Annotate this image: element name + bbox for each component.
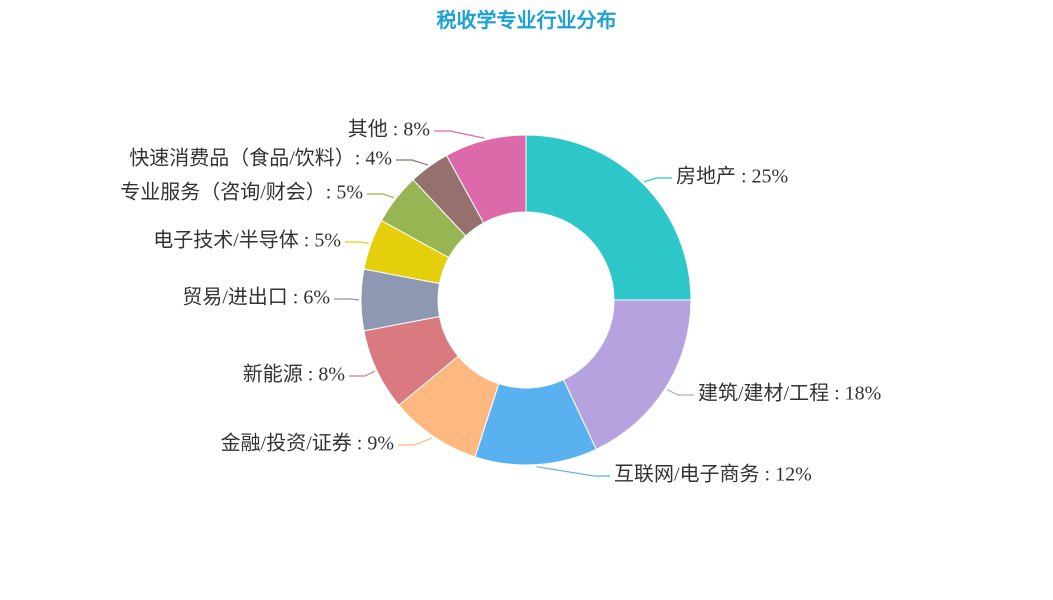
donut-slice[interactable] <box>525 134 692 301</box>
chart-title: 税收学专业行业分布 <box>436 8 617 32</box>
donut-slice[interactable] <box>562 299 692 450</box>
slice-label: 贸易/进出口 : 6% <box>182 286 330 309</box>
slice-label: 专业服务（咨询/财会）: 5% <box>120 181 363 204</box>
leader-line <box>396 159 429 166</box>
leader-line <box>666 388 694 396</box>
leader-line <box>643 177 672 183</box>
slice-label: 房地产 : 25% <box>676 165 788 188</box>
leader-line <box>345 241 369 245</box>
slice-label: 其他 : 8% <box>348 118 430 141</box>
leader-line <box>367 193 395 199</box>
leader-line <box>536 466 610 477</box>
slice-label: 互联网/电子商务 : 12% <box>614 463 812 486</box>
donut-slice[interactable] <box>445 134 527 224</box>
slice-label: 金融/投资/证券 : 9% <box>221 432 394 455</box>
slice-label: 建筑/建材/工程 : 18% <box>698 382 881 405</box>
leader-line <box>434 130 485 139</box>
leader-line <box>349 370 376 377</box>
slice-label: 快速消费品（食品/饮料）: 4% <box>129 147 392 170</box>
leader-line <box>334 298 360 301</box>
slice-label: 新能源 : 8% <box>243 363 345 386</box>
slice-label: 电子技术/半导体 : 5% <box>153 229 341 252</box>
leader-line <box>398 437 433 446</box>
